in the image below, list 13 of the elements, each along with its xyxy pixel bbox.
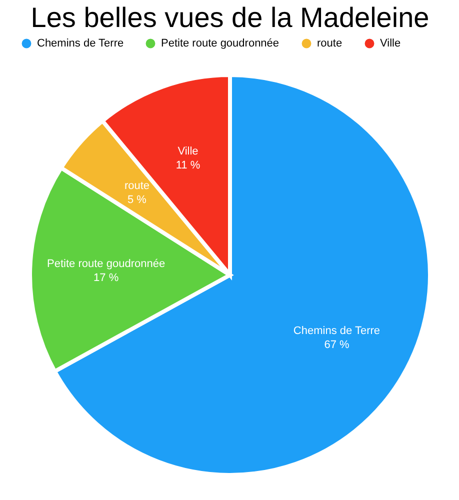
legend-label: Petite route goudronnée <box>161 38 280 50</box>
data-label: 11 % <box>176 159 200 172</box>
legend-label: Chemins de Terre <box>37 38 124 50</box>
legend-label: route <box>317 38 342 50</box>
slice-label: Chemins de Terre <box>293 325 380 338</box>
legend-label: Ville <box>380 38 401 50</box>
slice-label: route <box>124 180 150 192</box>
chart-title: Les belles vues de la Madeleine <box>30 2 430 33</box>
slice-label: Petite route goudronnée <box>47 258 166 270</box>
data-label: 17 % <box>94 272 119 284</box>
data-label: 67 % <box>324 339 350 352</box>
slice-label: Ville <box>178 145 198 158</box>
data-label: 5 % <box>128 194 147 206</box>
